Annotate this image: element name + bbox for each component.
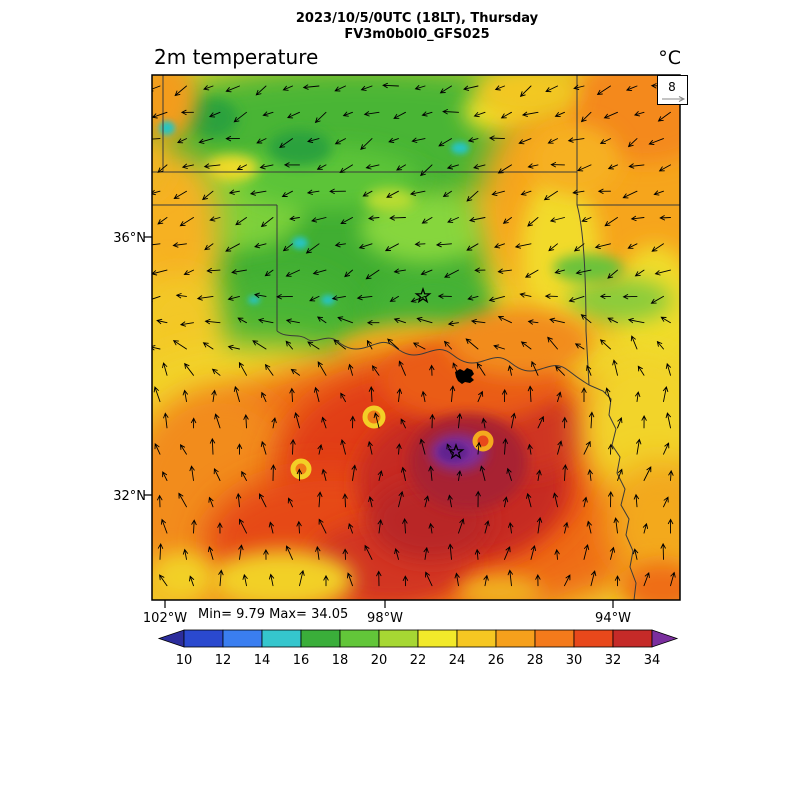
ref-vector-value: 8 [668,80,676,94]
lon-label-94w: 94°W [595,611,631,626]
colorbar-segment [339,629,380,648]
lat-label-36n: 36°N [113,231,146,246]
colorbar-segment [183,629,224,648]
cool-teal-speck [321,295,335,305]
colorbar-segment [456,629,497,648]
temp-blob [268,130,332,166]
temp-blob [152,150,220,300]
colorbar-segment [222,629,263,648]
wind-arrow-path [152,82,676,587]
title-model: FV3m0b0I0_GFS025 [344,27,489,42]
colorbar-tick-label: 22 [410,653,427,668]
colorbar: 10 12 14 16 18 20 22 24 26 28 30 32 34 [157,629,679,668]
colorbar-tick-label: 28 [527,653,544,668]
city-star-markers [414,287,465,460]
colorbar-tick-label: 14 [254,653,271,668]
temp-blob [448,307,592,377]
colorbar-tick-label: 32 [605,653,622,668]
cool-teal-speck [159,121,175,135]
temp-ring-spot [472,430,494,452]
temp-ring-spot [290,458,312,480]
colorbar-tick-label: 10 [176,653,193,668]
border-tx-ar-la [588,384,637,600]
cool-teal-speck [451,142,469,154]
cool-teal-speck [248,296,260,304]
temp-blob [458,576,542,600]
colorbar-segment [534,629,575,648]
colorbar-tick-label: 34 [644,653,661,668]
colorbar-segment [300,629,341,648]
field-title: 2m temperature [154,45,318,69]
ref-vector-box: 8 [657,75,688,105]
colorbar-segment [417,629,458,648]
colorbar-tick-label: 30 [566,653,583,668]
lat-label-32n: 32°N [113,489,146,504]
colorbar-segment [612,629,653,648]
ref-vector-arrow-icon [662,96,686,102]
colorbar-under-arrow [157,629,185,648]
colorbar-segment [261,629,302,648]
temp-blob [365,188,415,212]
border-ok-panhandle [152,204,278,331]
units-label: °C [658,47,681,69]
temp-blob [186,98,238,138]
lon-label-102w: 102°W [143,611,187,626]
temp-blob [206,155,258,181]
temp-blob [152,135,170,195]
colorbar-tick-label: 12 [215,653,232,668]
colorbar-segment [573,629,614,648]
colorbar-segment [378,629,419,648]
city-star-marker [447,443,465,460]
city-star-marker [414,287,432,304]
temp-blob [152,551,214,600]
colorbar-over-arrow [651,629,679,648]
colorbar-tick-label: 16 [293,653,310,668]
colorbar-segment [495,629,536,648]
lake-texoma-shape [455,368,474,384]
temp-blob [553,254,623,282]
temp-blob [621,562,680,600]
wind-vector-arrows [152,82,676,587]
colorbar-tick-label: 24 [449,653,466,668]
map-frame [151,74,681,601]
temp-blob [568,278,672,322]
colorbar-tick-label: 26 [488,653,505,668]
cool-teal-speck [292,237,308,249]
temp-blob [210,550,354,600]
border-red-river [276,330,590,386]
lon-label-98w: 98°W [367,611,403,626]
title-datetime: 2023/10/5/0UTC (18LT), Thursday [296,11,539,26]
state-borders [152,75,680,600]
colorbar-tick-label: 18 [332,653,349,668]
axis-ticks [144,236,614,608]
temp-blob [530,125,620,195]
colorbar-tick-label: 20 [371,653,388,668]
minmax-label: Min= 9.79 Max= 34.05 [198,607,348,622]
temp-blob [475,75,579,118]
